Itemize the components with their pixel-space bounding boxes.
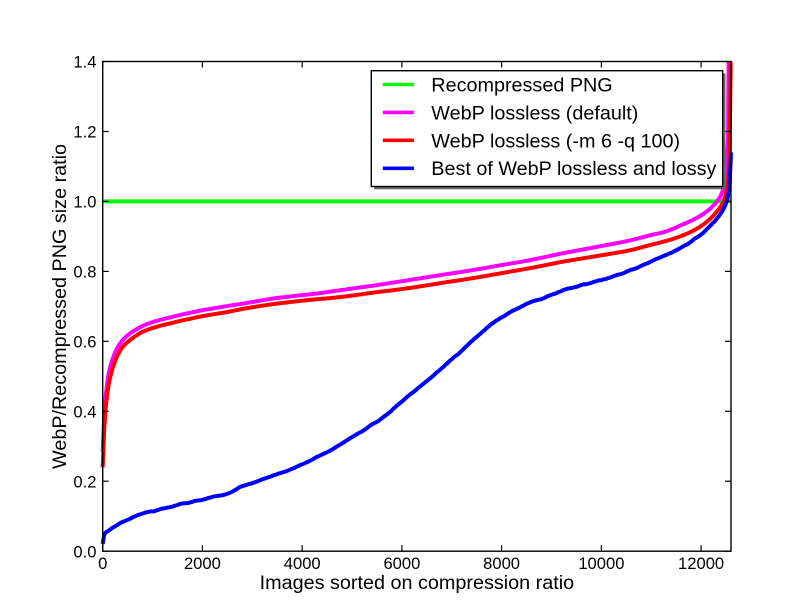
svg-text:WebP lossless (-m 6 -q 100): WebP lossless (-m 6 -q 100)	[431, 130, 680, 152]
svg-text:WebP/Recompressed PNG size rat: WebP/Recompressed PNG size ratio	[49, 144, 71, 469]
svg-text:6000: 6000	[383, 554, 420, 573]
svg-text:0: 0	[98, 554, 107, 573]
svg-text:1.0: 1.0	[73, 193, 96, 212]
svg-text:2000: 2000	[184, 554, 221, 573]
svg-text:0.2: 0.2	[73, 472, 96, 491]
svg-text:Best of WebP lossless and loss: Best of WebP lossless and lossy	[431, 158, 716, 180]
svg-text:0.6: 0.6	[73, 332, 96, 351]
svg-text:0.8: 0.8	[73, 263, 96, 282]
svg-text:1.4: 1.4	[73, 53, 96, 72]
svg-text:Recompressed PNG: Recompressed PNG	[431, 74, 612, 96]
svg-text:12000: 12000	[678, 554, 724, 573]
svg-text:10000: 10000	[578, 554, 624, 573]
svg-text:8000: 8000	[483, 554, 520, 573]
svg-text:Images sorted on compression r: Images sorted on compression ratio	[260, 572, 574, 594]
svg-text:1.2: 1.2	[73, 123, 96, 142]
svg-text:WebP lossless (default): WebP lossless (default)	[431, 102, 638, 124]
svg-text:0.4: 0.4	[73, 402, 96, 421]
svg-text:4000: 4000	[284, 554, 321, 573]
svg-text:0.0: 0.0	[73, 542, 96, 561]
